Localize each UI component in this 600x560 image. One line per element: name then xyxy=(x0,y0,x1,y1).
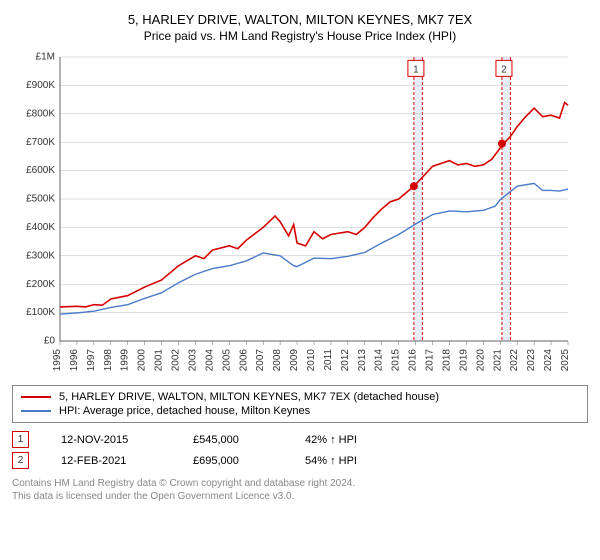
svg-text:1995: 1995 xyxy=(52,349,63,372)
series-price_paid xyxy=(60,102,568,306)
svg-text:2013: 2013 xyxy=(357,349,368,372)
chart-area: £0 £100K £200K £300K £400K £500K £600K £700K £80… xyxy=(12,51,588,381)
legend-swatch xyxy=(21,410,51,412)
svg-text:£300K: £300K xyxy=(26,250,55,261)
svg-text:2020: 2020 xyxy=(475,349,486,372)
transaction-price: £545,000 xyxy=(193,434,273,446)
footer-line1: Contains HM Land Registry data © Crown c… xyxy=(12,477,588,490)
svg-text:2010: 2010 xyxy=(306,349,317,372)
svg-text:2016: 2016 xyxy=(408,349,419,372)
svg-text:2024: 2024 xyxy=(543,349,554,372)
transactions-table: 1 12-NOV-2015 £545,000 42% ↑ HPI 2 12-FEB-202… xyxy=(12,429,588,471)
svg-text:2008: 2008 xyxy=(272,349,283,372)
transaction-row: 2 12-FEB-2021 £695,000 54% ↑ HPI xyxy=(12,450,588,471)
svg-text:1999: 1999 xyxy=(120,349,131,372)
svg-text:2: 2 xyxy=(501,64,507,75)
svg-text:2011: 2011 xyxy=(323,349,334,371)
svg-text:2023: 2023 xyxy=(526,349,537,372)
legend-swatch xyxy=(21,396,51,398)
svg-text:2005: 2005 xyxy=(221,349,232,372)
transaction-badge: 2 xyxy=(12,452,29,469)
svg-text:£700K: £700K xyxy=(26,137,55,148)
marker-dot xyxy=(410,182,418,190)
svg-text:2000: 2000 xyxy=(137,349,148,372)
svg-text:2022: 2022 xyxy=(509,349,520,372)
svg-text:2015: 2015 xyxy=(391,349,402,372)
svg-text:2017: 2017 xyxy=(425,349,436,372)
svg-text:2018: 2018 xyxy=(441,349,452,372)
transaction-price: £695,000 xyxy=(193,455,273,467)
legend-row: HPI: Average price, detached house, Milt… xyxy=(21,404,579,418)
footer-line2: This data is licensed under the Open Gov… xyxy=(12,490,588,503)
svg-text:£500K: £500K xyxy=(26,194,55,205)
svg-text:2019: 2019 xyxy=(458,349,469,372)
svg-text:2003: 2003 xyxy=(187,349,198,372)
svg-text:£800K: £800K xyxy=(26,108,55,119)
footer-attribution: Contains HM Land Registry data © Crown c… xyxy=(12,477,588,503)
svg-text:2021: 2021 xyxy=(492,349,503,372)
svg-text:£100K: £100K xyxy=(26,307,55,318)
legend: 5, HARLEY DRIVE, WALTON, MILTON KEYNES, … xyxy=(12,385,588,423)
svg-text:£600K: £600K xyxy=(26,165,55,176)
svg-text:2014: 2014 xyxy=(374,349,385,372)
svg-text:1997: 1997 xyxy=(86,349,97,372)
svg-text:£900K: £900K xyxy=(26,80,55,91)
svg-text:2006: 2006 xyxy=(238,349,249,372)
svg-text:2004: 2004 xyxy=(204,349,215,372)
transaction-delta: 54% ↑ HPI xyxy=(305,455,357,467)
svg-text:2007: 2007 xyxy=(255,349,266,372)
series-hpi xyxy=(60,183,568,314)
svg-text:2002: 2002 xyxy=(171,349,182,372)
legend-label: 5, HARLEY DRIVE, WALTON, MILTON KEYNES, … xyxy=(59,391,439,403)
svg-text:2009: 2009 xyxy=(289,349,300,372)
chart-subtitle: Price paid vs. HM Land Registry's House … xyxy=(12,29,588,43)
transaction-date: 12-FEB-2021 xyxy=(61,455,161,467)
svg-text:1: 1 xyxy=(413,64,419,75)
transaction-date: 12-NOV-2015 xyxy=(61,434,161,446)
legend-label: HPI: Average price, detached house, Milt… xyxy=(59,405,310,417)
transaction-delta: 42% ↑ HPI xyxy=(305,434,357,446)
transaction-row: 1 12-NOV-2015 £545,000 42% ↑ HPI xyxy=(12,429,588,450)
legend-row: 5, HARLEY DRIVE, WALTON, MILTON KEYNES, … xyxy=(21,390,579,404)
svg-text:1998: 1998 xyxy=(103,349,114,372)
svg-text:2012: 2012 xyxy=(340,349,351,372)
svg-text:£0: £0 xyxy=(44,336,56,347)
svg-text:£1M: £1M xyxy=(36,52,55,63)
transaction-badge: 1 xyxy=(12,431,29,448)
svg-text:£400K: £400K xyxy=(26,222,55,233)
marker-dot xyxy=(498,140,506,148)
chart-title: 5, HARLEY DRIVE, WALTON, MILTON KEYNES, … xyxy=(12,12,588,27)
svg-text:2025: 2025 xyxy=(560,349,571,372)
svg-text:1996: 1996 xyxy=(69,349,80,372)
chart-svg: £0 £100K £200K £300K £400K £500K £600K £700K £80… xyxy=(12,51,572,381)
svg-text:2001: 2001 xyxy=(154,349,165,372)
svg-text:£200K: £200K xyxy=(26,279,55,290)
